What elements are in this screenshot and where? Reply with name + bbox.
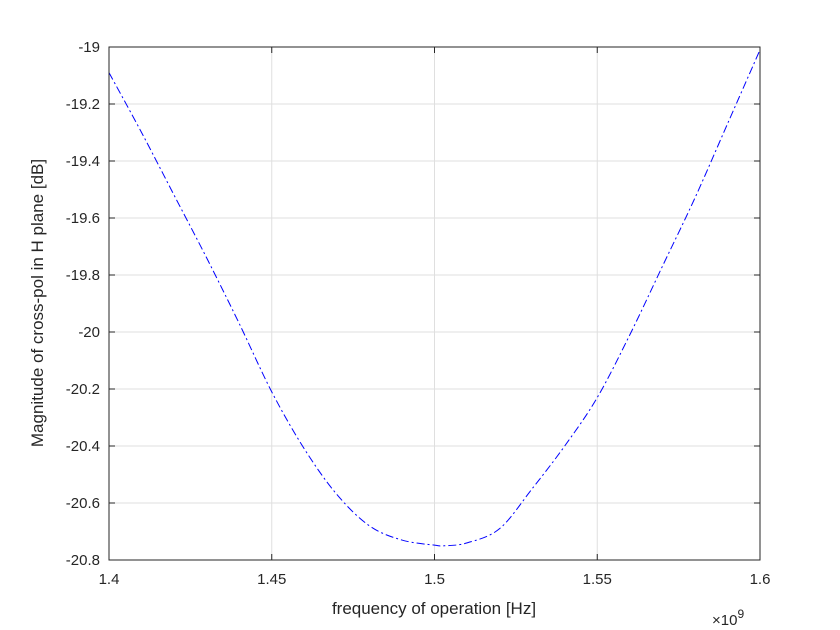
series-line-0 — [108, 49, 761, 547]
ticks — [108, 46, 761, 561]
y-tick-label: -20.6 — [66, 495, 100, 512]
y-tick-labels: -19 -19.2 -19.4 -19.6 -19.8 -20 -20.2 -20.4 -20.… — [66, 39, 100, 569]
x-axis-title: frequency of operation [Hz] — [332, 599, 536, 618]
x-tick-label: 1.45 — [257, 571, 286, 588]
y-tick-label: -20 — [78, 324, 100, 341]
y-tick-label: -19.2 — [66, 96, 100, 113]
y-tick-label: -20.8 — [66, 552, 100, 569]
y-tick-label: -19.8 — [66, 267, 100, 284]
y-tick-label: -19 — [78, 39, 100, 56]
x-exponent-label: ×109 — [712, 607, 744, 629]
x-tick-label: 1.4 — [99, 571, 120, 588]
x-tick-labels: 1.4 1.45 1.5 1.55 1.6 — [99, 571, 771, 588]
x-exponent-power: 9 — [737, 607, 744, 621]
y-axis-title: Magnitude of cross-pol in H plane [dB] — [28, 159, 47, 447]
series-layer — [108, 49, 761, 547]
x-exponent-base: ×10 — [712, 612, 737, 629]
x-tick-label: 1.5 — [424, 571, 445, 588]
x-tick-label: 1.55 — [583, 571, 612, 588]
y-tick-label: -19.4 — [66, 153, 100, 170]
y-tick-label: -20.4 — [66, 438, 100, 455]
y-tick-label: -20.2 — [66, 381, 100, 398]
y-tick-label: -19.6 — [66, 210, 100, 227]
x-tick-label: 1.6 — [750, 571, 771, 588]
